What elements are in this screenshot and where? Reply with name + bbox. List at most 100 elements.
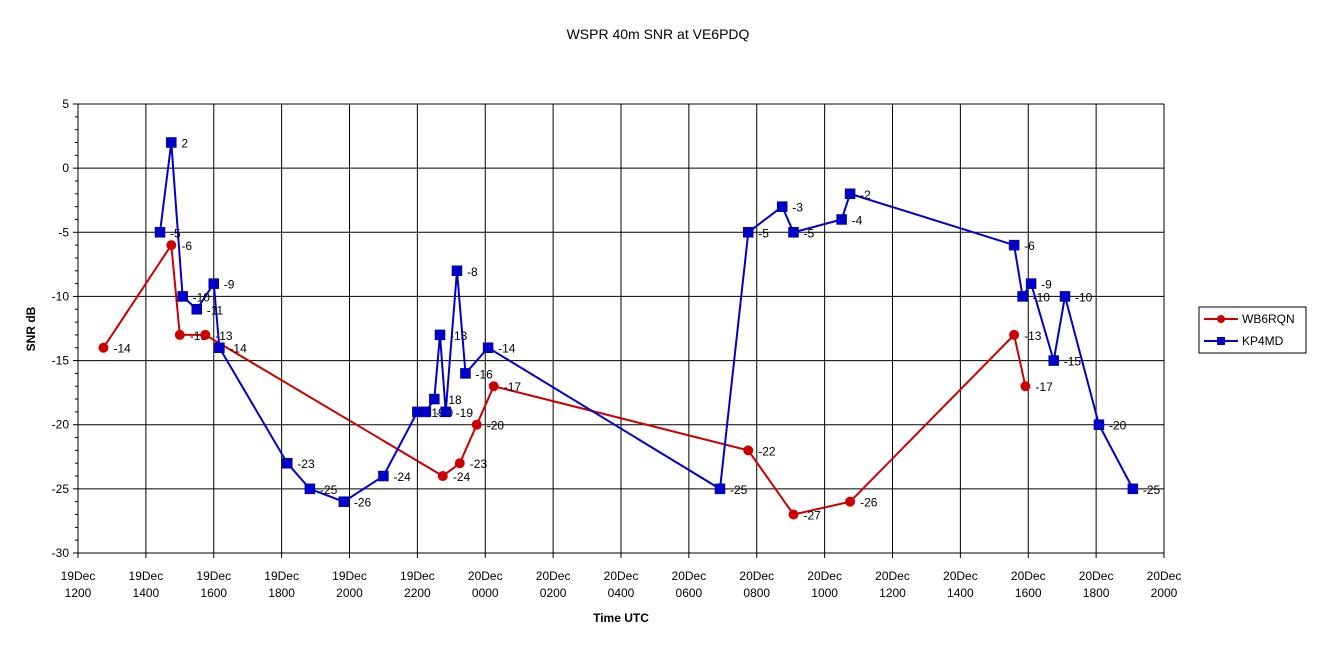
data-label: -22 <box>758 444 776 458</box>
x-tick-label: 19Dec 2200 <box>400 569 435 600</box>
x-tick-label-time: 1400 <box>133 586 160 600</box>
data-label: -10 <box>193 290 211 304</box>
data-point <box>454 458 465 469</box>
data-point <box>788 509 799 520</box>
legend-marker <box>1217 315 1225 323</box>
data-point <box>98 342 109 353</box>
data-label: -3 <box>792 201 803 215</box>
data-label: -17 <box>1035 380 1053 394</box>
x-tick-label-time: 1600 <box>200 586 227 600</box>
data-point <box>844 188 856 200</box>
x-tick-label-day: 20Dec <box>672 569 707 583</box>
data-label: -19 <box>456 406 474 420</box>
data-point <box>845 496 856 507</box>
data-point <box>166 240 177 251</box>
data-label: -10 <box>1075 290 1093 304</box>
x-tick-label: 19Dec 1800 <box>264 569 299 600</box>
data-point <box>437 471 448 482</box>
data-label: -10 <box>1033 290 1051 304</box>
legend-item-wb6rqn: WB6RQN <box>1204 312 1295 326</box>
x-tick-label-day: 19Dec <box>61 569 96 583</box>
x-tick-label-day: 20Dec <box>739 569 774 583</box>
data-label: -24 <box>393 470 411 484</box>
data-label: -26 <box>860 496 878 510</box>
x-tick-label-day: 20Dec <box>1147 569 1182 583</box>
data-label: -26 <box>354 496 372 510</box>
x-tick-label-day: 20Dec <box>536 569 571 583</box>
data-label: -5 <box>804 226 815 240</box>
data-label: -27 <box>804 509 822 523</box>
x-tick-label: 20Dec 1400 <box>943 569 978 600</box>
data-label: -6 <box>1024 239 1035 253</box>
x-tick-label-time: 1400 <box>947 586 974 600</box>
data-label: -13 <box>215 329 233 343</box>
data-label: -25 <box>1143 483 1161 497</box>
x-tick-label-day: 20Dec <box>1079 569 1114 583</box>
x-tick-label: 19Dec 1200 <box>61 569 96 600</box>
data-point <box>743 445 754 456</box>
legend-item-kp4md: KP4MD <box>1204 334 1284 348</box>
data-point <box>471 419 482 430</box>
x-tick-label-time: 1800 <box>1083 586 1110 600</box>
data-label: -23 <box>470 457 488 471</box>
data-point <box>208 278 219 289</box>
data-label: -15 <box>1064 355 1082 369</box>
x-tick-label: 20Dec 1600 <box>1011 569 1046 600</box>
y-tick-label: 5 <box>62 97 69 111</box>
chart-title: WSPR 40m SNR at VE6PDQ <box>567 26 750 42</box>
data-label: -23 <box>297 457 315 471</box>
data-point <box>166 137 177 148</box>
data-point <box>1020 381 1031 392</box>
x-tick-label-time: 1000 <box>811 586 838 600</box>
y-tick-label: -20 <box>52 418 70 432</box>
x-axis-title: Time UTC <box>593 611 649 625</box>
data-point <box>200 329 211 340</box>
y-tick-label: -25 <box>52 482 70 496</box>
data-point <box>1059 291 1071 302</box>
data-point <box>1009 329 1020 340</box>
x-tick-label-time: 0600 <box>676 586 703 600</box>
data-point <box>1048 355 1059 366</box>
data-label: -9 <box>224 278 235 292</box>
y-tick-label: -5 <box>58 225 69 239</box>
legend-marker <box>1217 337 1225 345</box>
data-point <box>214 342 225 353</box>
x-tick-label-day: 20Dec <box>468 569 503 583</box>
x-tick-label-time: 0000 <box>472 586 499 600</box>
data-point <box>714 483 726 495</box>
x-tick-label-day: 20Dec <box>943 569 978 583</box>
data-label: -18 <box>444 393 462 407</box>
x-tick-label-time: 2000 <box>336 586 363 600</box>
data-point <box>836 214 847 225</box>
data-label: -20 <box>487 419 505 433</box>
data-point <box>177 291 188 302</box>
data-label: -6 <box>181 239 192 253</box>
axes: 50-5-10-15-20-25-3019Dec120019Dec140019D… <box>52 97 1182 600</box>
x-tick-label-day: 20Dec <box>604 569 639 583</box>
data-point <box>1127 483 1139 495</box>
data-point <box>429 393 440 405</box>
x-tick-label-time: 2000 <box>1151 586 1178 600</box>
x-tick-label-time: 1200 <box>65 586 92 600</box>
series-kp4md: -52-10-11-9-14-23-25-26-24-19-19-18-13-1… <box>154 136 1161 510</box>
x-tick-label-time: 0200 <box>540 586 567 600</box>
data-point <box>378 470 389 482</box>
legend-label: WB6RQN <box>1242 312 1295 326</box>
legend: WB6RQN KP4MD <box>1198 306 1307 354</box>
data-label: -14 <box>498 342 516 356</box>
x-tick-label: 20Dec 0600 <box>672 569 707 600</box>
series-wb6rqn: -14-6-13 -13-24-23-20-17-22-27-26-13-17 <box>98 239 1053 523</box>
data-label: -13 <box>1024 329 1042 343</box>
series-layer: -14-6-13 -13-24-23-20-17-22-27-26-13-17-5… <box>98 136 1161 523</box>
x-tick-label: 19Dec 2000 <box>332 569 367 600</box>
data-point <box>451 265 463 277</box>
x-tick-label-day: 19Dec <box>264 569 299 583</box>
x-tick-label: 20Dec 0000 <box>468 569 503 600</box>
y-tick-label: -30 <box>52 546 70 560</box>
data-label: -9 <box>1041 278 1052 292</box>
x-tick-label-day: 19Dec <box>400 569 435 583</box>
x-tick-label: 20Dec 2000 <box>1147 569 1182 600</box>
x-tick-label-day: 20Dec <box>807 569 842 583</box>
x-tick-label-time: 0400 <box>608 586 635 600</box>
